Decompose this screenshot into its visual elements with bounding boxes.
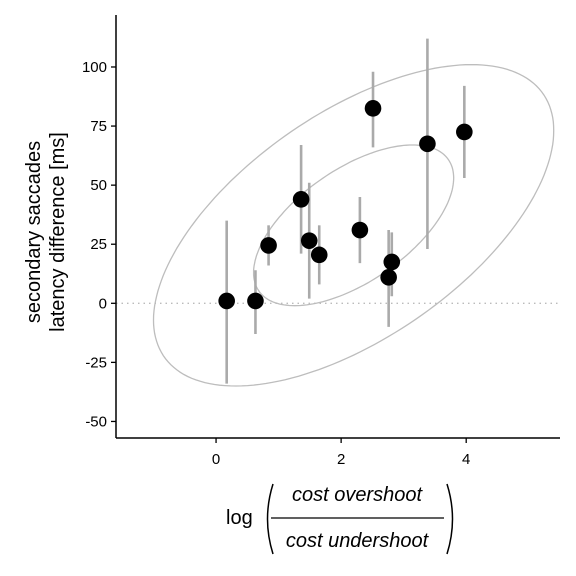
y-tick-label: -25 — [85, 354, 107, 371]
y-tick-label: 0 — [99, 295, 107, 312]
data-point-7 — [351, 221, 369, 239]
y-tick-label: -50 — [85, 413, 107, 430]
x-tick-label: 4 — [462, 451, 470, 468]
data-point-4 — [292, 191, 310, 208]
y-axis-ticks: -50 -25 0 25 50 75 100 — [82, 59, 116, 430]
x-axis-label-denominator: cost undershoot — [286, 530, 430, 552]
error-bars — [225, 38, 466, 384]
x-axis-label: log cost overshoot cost undershoot — [226, 483, 454, 555]
y-axis-label-line-2: latency difference [ms] — [47, 132, 69, 332]
x-tick-label: 2 — [337, 451, 345, 468]
y-tick-label: 25 — [90, 236, 107, 253]
data-point-2 — [247, 292, 264, 310]
x-axis-label-numerator: cost overshoot — [292, 484, 424, 506]
y-tick-label: 50 — [90, 177, 107, 194]
y-tick-label: 75 — [90, 118, 107, 135]
data-point-11 — [419, 135, 436, 153]
data-point-9 — [380, 269, 397, 286]
data-point-3 — [260, 237, 277, 254]
data-point-10 — [383, 253, 401, 271]
left-paren — [266, 483, 274, 555]
data-point-5 — [300, 232, 318, 249]
right-paren — [446, 483, 454, 555]
data-point-12 — [456, 123, 473, 141]
x-axis-ticks: 0 2 4 — [212, 438, 470, 468]
confidence-ellipses — [152, 63, 555, 387]
y-axis-label: secondary saccades latency difference [m… — [23, 132, 69, 332]
data-point-1 — [218, 292, 235, 310]
ellipse-1 — [252, 144, 455, 307]
ellipse-2 — [152, 63, 555, 387]
x-tick-label: 0 — [212, 451, 220, 468]
x-axis-label-prefix: log — [226, 507, 253, 529]
data-point-6 — [310, 246, 328, 264]
y-axis-label-line-1: secondary saccades — [23, 141, 45, 323]
data-point-8 — [364, 100, 382, 117]
data-points — [218, 100, 473, 310]
y-tick-label: 100 — [82, 59, 107, 76]
